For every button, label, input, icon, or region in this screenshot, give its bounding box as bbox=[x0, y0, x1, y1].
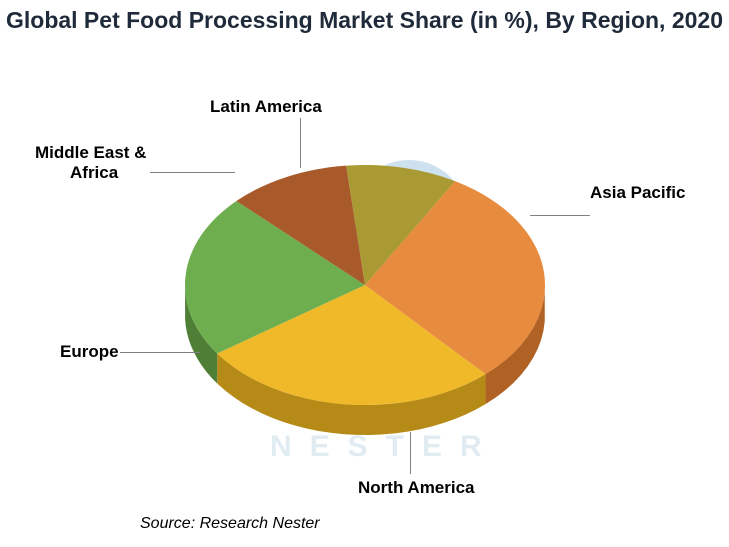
leader-la bbox=[300, 118, 301, 168]
label-la: Latin America bbox=[210, 97, 322, 117]
chart-container: { "title": "Global Pet Food Processing M… bbox=[0, 0, 729, 547]
leader-asia bbox=[530, 215, 590, 216]
pie-chart bbox=[185, 165, 545, 435]
source-citation: Source: Research Nester bbox=[140, 515, 320, 533]
label-europe: Europe bbox=[60, 342, 119, 362]
leader-na bbox=[410, 432, 411, 474]
leader-mea bbox=[150, 172, 235, 173]
leader-eu bbox=[120, 352, 200, 353]
label-asia-pacific: Asia Pacific bbox=[590, 183, 685, 203]
label-north-america: North America bbox=[358, 478, 475, 498]
pie-top bbox=[185, 165, 545, 405]
label-mea-2: Africa bbox=[70, 163, 118, 183]
chart-title: Global Pet Food Processing Market Share … bbox=[0, 6, 729, 35]
label-mea-1: Middle East & bbox=[35, 143, 146, 163]
